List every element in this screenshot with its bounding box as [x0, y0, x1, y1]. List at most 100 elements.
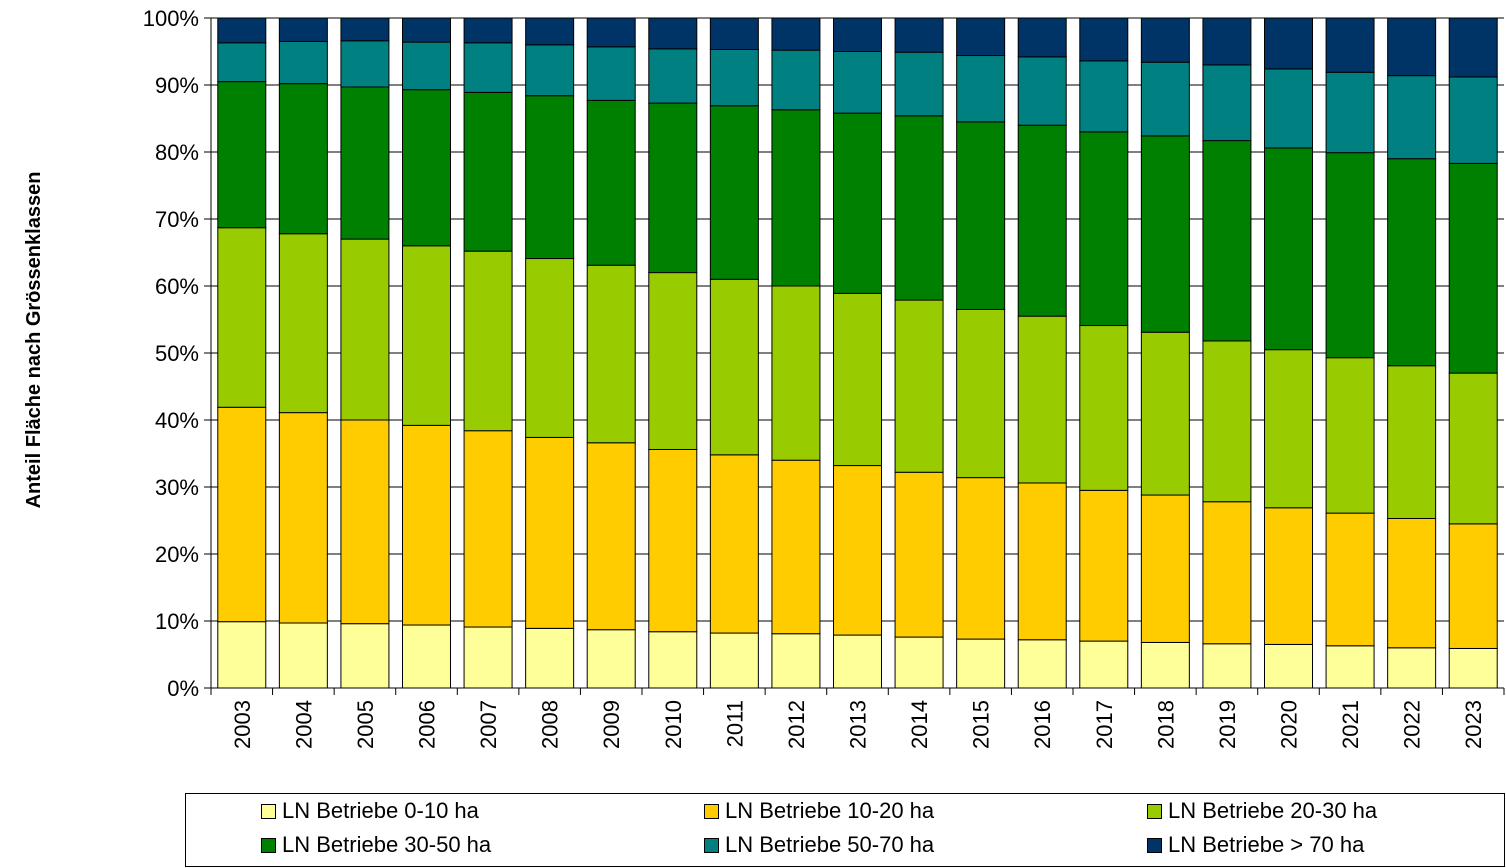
bar-segment-4: [278, 83, 328, 235]
x-tick-label: 2020: [1277, 700, 1302, 749]
bar-segment-2: [1264, 507, 1313, 645]
bar-segment-2: [956, 477, 1006, 640]
bar-segment-3: [586, 264, 636, 444]
bar-segment-1: [463, 626, 513, 689]
bar-segment-5: [402, 41, 451, 91]
bar-segment-3: [833, 292, 882, 467]
bar-segment-4: [217, 81, 267, 229]
bar-segment-3: [1387, 365, 1437, 519]
bar-segment-5: [1079, 60, 1129, 133]
y-tick-label: 90%: [155, 73, 199, 98]
bar-stack-2014: [894, 17, 944, 689]
legend-label: LN Betriebe > 70 ha: [1168, 832, 1365, 857]
bar-stack-2016: [1017, 17, 1067, 689]
bar-segment-3: [1325, 357, 1375, 514]
bar-stack-2015: [956, 17, 1006, 689]
bar-segment-5: [463, 42, 513, 93]
bar-segment-1: [340, 623, 390, 689]
bar-segment-6: [217, 17, 267, 44]
y-tick-label: 40%: [155, 408, 199, 433]
bar-segment-4: [1017, 124, 1067, 317]
y-tick-label: 0%: [167, 676, 199, 701]
bar-segment-3: [894, 299, 944, 473]
bar-segment-3: [1079, 325, 1129, 491]
bar-segment-6: [956, 17, 1006, 57]
bar-segment-4: [525, 95, 575, 260]
bar-segment-2: [1202, 501, 1252, 645]
legend-swatch: [261, 803, 276, 819]
legend-label: LN Betriebe 10-20 ha: [725, 798, 935, 823]
bar-stack-2020: [1264, 17, 1313, 689]
bar-segment-1: [402, 624, 451, 689]
x-tick-label: 2013: [846, 700, 871, 749]
bar-segment-6: [1017, 17, 1067, 58]
x-tick-label: 2011: [722, 700, 747, 747]
bar-segment-2: [1325, 512, 1375, 647]
bar-segment-2: [833, 465, 882, 636]
bar-segment-5: [1202, 64, 1252, 142]
bar-stack-2009: [586, 17, 636, 689]
x-tick-label: 2009: [599, 700, 624, 749]
bar-stack-2003: [217, 17, 267, 689]
legend-item-4: LN Betriebe 30-50 ha: [261, 832, 491, 858]
bar-segment-1: [1140, 641, 1190, 689]
bar-segment-5: [340, 40, 390, 88]
bar-segment-6: [1264, 17, 1313, 70]
legend-swatch: [704, 837, 719, 853]
bar-segment-1: [709, 632, 759, 689]
bar-segment-3: [771, 285, 821, 461]
bar-stack-2007: [463, 17, 513, 689]
bar-segment-2: [709, 454, 759, 634]
bar-segment-6: [709, 17, 759, 50]
y-axis-label: Anteil Fläche nach Grössenklassen: [23, 172, 45, 509]
bar-segment-6: [1140, 17, 1190, 63]
bar-segment-2: [402, 424, 451, 626]
bar-segment-3: [648, 272, 698, 450]
bar-segment-2: [463, 430, 513, 628]
bar-segment-1: [956, 638, 1006, 689]
bar-segment-6: [525, 17, 575, 46]
bar-segment-4: [771, 109, 821, 287]
bar-segment-3: [1448, 372, 1498, 525]
x-tick-label: 2006: [415, 700, 440, 749]
bar-segment-1: [1264, 643, 1313, 689]
bar-stack-2022: [1387, 17, 1437, 689]
bar-segment-6: [771, 17, 821, 51]
bar-segment-4: [833, 112, 882, 294]
y-tick-label: 30%: [155, 475, 199, 500]
bar-segment-6: [340, 17, 390, 42]
bar-segment-3: [1140, 331, 1190, 496]
bar-segment-6: [402, 17, 451, 43]
bar-segment-5: [1140, 61, 1190, 137]
bar-segment-5: [709, 48, 759, 107]
bar-segment-4: [340, 86, 390, 240]
axes: [210, 18, 1504, 689]
bar-segment-4: [894, 115, 944, 301]
bar-segment-1: [1017, 639, 1067, 689]
bar-segment-5: [217, 42, 267, 83]
bar-segment-4: [402, 89, 451, 247]
bar-stack-2006: [402, 17, 451, 689]
legend: LN Betriebe 0-10 ha LN Betriebe 10-20 ha L…: [185, 793, 1505, 867]
y-tick-labels: 0% 10% 20% 30% 40% 50% 60% 70% 80% 90% 100%: [143, 6, 199, 701]
bar-segment-6: [1079, 17, 1129, 62]
bar-segment-1: [525, 627, 575, 689]
bar-segment-5: [894, 51, 944, 117]
bar-segment-2: [1140, 494, 1190, 643]
legend-item-3: LN Betriebe 20-30 ha: [1147, 798, 1377, 824]
legend-swatch: [261, 837, 276, 853]
bar-stack-2013: [833, 17, 882, 689]
bar-stack-2023: [1448, 17, 1498, 689]
bar-segment-6: [1387, 17, 1437, 77]
bar-segment-1: [217, 621, 267, 689]
bar-segment-3: [1264, 349, 1313, 509]
y-tick-label: 80%: [155, 140, 199, 165]
y-tick-label: 10%: [155, 609, 199, 634]
x-tick-label: 2018: [1153, 700, 1178, 749]
x-tick-labels: 2003 2004 2005 2006 2007 2008 2009 2010 2011 2012…: [230, 700, 1486, 749]
bar-segment-6: [1202, 17, 1252, 66]
bar-segment-1: [1325, 645, 1375, 689]
bar-segment-1: [648, 631, 698, 689]
x-tick-label: 2004: [291, 700, 316, 749]
bar-segment-3: [463, 250, 513, 432]
